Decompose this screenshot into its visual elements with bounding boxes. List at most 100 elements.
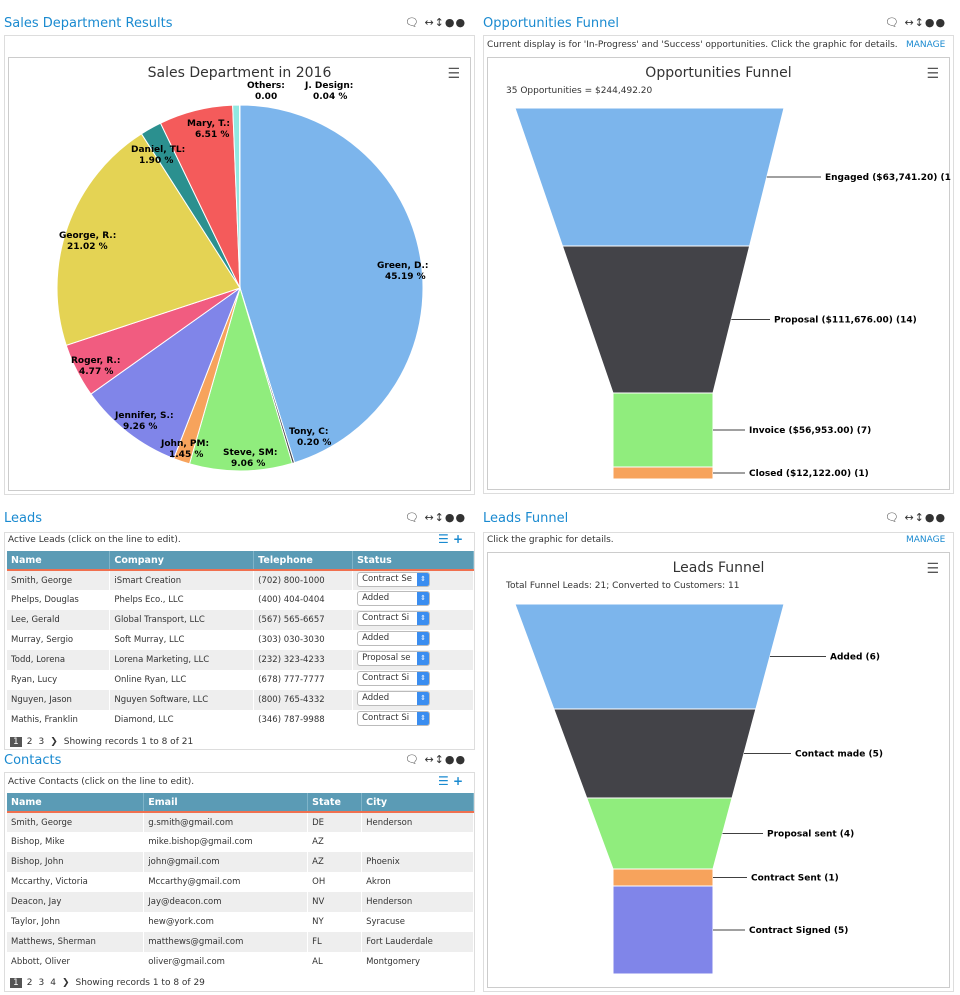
funnel-segment[interactable] (612, 466, 714, 480)
pie-slice[interactable] (239, 104, 424, 464)
table-row[interactable]: Nguyen, Jason Nguyen Software, LLC (800) 7… (7, 690, 474, 710)
status-select[interactable]: Added ⇕ (357, 631, 431, 646)
status-select[interactable]: Contract Si ⇕ (357, 671, 431, 686)
next-page-icon[interactable]: ❯ (61, 978, 70, 988)
manage-link[interactable]: MANAGE (906, 535, 946, 545)
opp-funnel-chart[interactable]: Opportunities Funnel 35 Opportunities = … (487, 57, 951, 490)
column-header[interactable]: City (361, 793, 474, 813)
manage-link[interactable]: MANAGE (906, 40, 946, 50)
resize-icon[interactable]: ↔↕ (904, 16, 925, 29)
panel-tools[interactable]: 🗨 ↔↕●● (405, 16, 466, 29)
resize-icon[interactable]: ↔↕ (424, 16, 445, 29)
page-link[interactable]: 2 (26, 978, 33, 988)
table-cell: Mccarthy@gmail.com (143, 872, 309, 892)
panel-tools[interactable]: 🗨 ↔↕●● (885, 511, 946, 524)
add-icon[interactable]: + (452, 532, 464, 546)
resize-icon[interactable]: ↔↕ (904, 511, 925, 524)
list-icon[interactable]: ☰ (438, 774, 449, 788)
table-row[interactable]: Matthews, Sherman matthews@gmail.com FL For… (7, 932, 474, 952)
next-page-icon[interactable]: ❯ (50, 737, 58, 747)
page-link[interactable]: 2 (26, 737, 33, 747)
comment-icon[interactable]: 🗨 (405, 511, 420, 524)
page-link[interactable]: 4 (50, 978, 56, 988)
panel-tools[interactable]: 🗨 ↔↕●● (405, 511, 466, 524)
upload-icon[interactable]: ● (935, 511, 947, 524)
table-row[interactable]: Mathis, Franklin Diamond, LLC (346) 787-99… (7, 710, 474, 730)
slice-value: 1.45 % (169, 450, 203, 460)
pie-slice[interactable] (188, 286, 293, 472)
table-row[interactable]: Deacon, Jay Jay@deacon.com NV Henderson (7, 892, 474, 912)
download-icon[interactable]: ● (444, 753, 456, 766)
table-row[interactable]: Murray, Sergio Soft Murray, LLC (303) 030-… (7, 630, 474, 650)
opp-subtitle: Current display is for 'In-Progress' and… (487, 40, 898, 50)
resize-icon[interactable]: ↔↕ (424, 753, 445, 766)
status-select[interactable]: Added ⇕ (357, 691, 431, 706)
page-link[interactable]: 3 (38, 978, 45, 988)
funnel-segment[interactable] (612, 885, 714, 975)
pie-slice[interactable] (90, 286, 242, 460)
comment-icon[interactable]: 🗨 (885, 16, 900, 29)
funnel-label: Closed ($12,122.00) (1) (749, 469, 869, 479)
table-row[interactable]: Taylor, John hew@york.com NY Syracuse (7, 912, 474, 932)
menu-icon[interactable]: ☰ (447, 66, 460, 82)
table-row[interactable]: Bishop, Mike mike.bishop@gmail.com AZ (7, 832, 474, 852)
status-select[interactable]: Contract Se ⇕ (357, 571, 431, 587)
status-select[interactable]: Added ⇕ (357, 591, 431, 606)
page-link[interactable]: 1 (10, 737, 22, 747)
upload-icon[interactable]: ● (455, 753, 467, 766)
table-row[interactable]: Mccarthy, Victoria Mccarthy@gmail.com OH Ak… (7, 872, 474, 892)
panel-tools[interactable]: 🗨 ↔↕●● (405, 753, 466, 766)
funnel-segment[interactable] (514, 107, 785, 247)
table-row[interactable]: Todd, Lorena Lorena Marketing, LLC (232) 3… (7, 650, 474, 670)
select-arrows-icon: ⇕ (417, 572, 430, 586)
status-select[interactable]: Contract Si ⇕ (357, 711, 431, 726)
column-header[interactable]: Name (7, 551, 111, 571)
add-icon[interactable]: + (452, 774, 464, 788)
column-header[interactable]: Telephone (253, 551, 354, 571)
table-row[interactable]: Bishop, John john@gmail.com AZ Phoenix (7, 852, 474, 872)
leads-funnel-chart[interactable]: Leads Funnel Total Funnel Leads: 21; Con… (487, 552, 950, 988)
panel-tools[interactable]: 🗨 ↔↕●● (885, 16, 946, 29)
pie-chart[interactable]: Sales Department in 2016 ☰ Green, D.: 45.… (8, 57, 471, 491)
funnel-segment[interactable] (612, 868, 714, 887)
table-cell: Soft Murray, LLC (109, 630, 255, 650)
funnel-segment[interactable] (561, 245, 751, 394)
comment-icon[interactable]: 🗨 (885, 511, 900, 524)
download-icon[interactable]: ● (444, 511, 456, 524)
page-link[interactable]: 3 (38, 737, 45, 747)
upload-icon[interactable]: ● (455, 16, 467, 29)
column-header[interactable]: State (307, 793, 363, 813)
download-icon[interactable]: ● (924, 511, 936, 524)
upload-icon[interactable]: ● (935, 16, 947, 29)
table-row[interactable]: Smith, George g.smith@gmail.com DE Henderso… (7, 812, 474, 832)
download-icon[interactable]: ● (444, 16, 456, 29)
table-row[interactable]: Lee, Gerald Global Transport, LLC (567) 56… (7, 610, 474, 630)
column-header[interactable]: Email (143, 793, 309, 813)
column-header[interactable]: Company (109, 551, 255, 571)
funnel-segment[interactable] (553, 708, 757, 799)
menu-icon[interactable]: ☰ (926, 561, 939, 577)
upload-icon[interactable]: ● (455, 511, 467, 524)
column-header[interactable]: Name (7, 793, 145, 813)
table-row[interactable]: Ryan, Lucy Online Ryan, LLC (678) 777-7777… (7, 670, 474, 690)
table-row[interactable]: Abbott, Oliver oliver@gmail.com AL Montgome… (7, 952, 474, 972)
pie-slice[interactable] (56, 133, 241, 346)
page-link[interactable]: 1 (10, 978, 22, 988)
menu-icon[interactable]: ☰ (926, 66, 939, 82)
table-cell: Akron (361, 872, 474, 892)
funnel-segment[interactable] (612, 392, 714, 468)
resize-icon[interactable]: ↔↕ (424, 511, 445, 524)
column-header[interactable]: Status (352, 551, 474, 571)
select-arrows-icon: ⇕ (417, 672, 430, 685)
comment-icon[interactable]: 🗨 (405, 753, 420, 766)
status-select[interactable]: Proposal se ⇕ (357, 651, 431, 666)
list-icon[interactable]: ☰ (438, 532, 449, 546)
funnel-segment[interactable] (514, 603, 785, 710)
download-icon[interactable]: ● (924, 16, 936, 29)
status-select[interactable]: Contract Si ⇕ (357, 611, 431, 626)
table-row[interactable]: Smith, George iSmart Creation (702) 800-10… (7, 570, 474, 590)
funnel-segment[interactable] (586, 797, 733, 870)
comment-icon[interactable]: 🗨 (405, 16, 420, 29)
select-arrows-icon: ⇕ (417, 692, 430, 705)
table-row[interactable]: Phelps, Douglas Phelps Eco., LLC (400) 404… (7, 590, 474, 610)
